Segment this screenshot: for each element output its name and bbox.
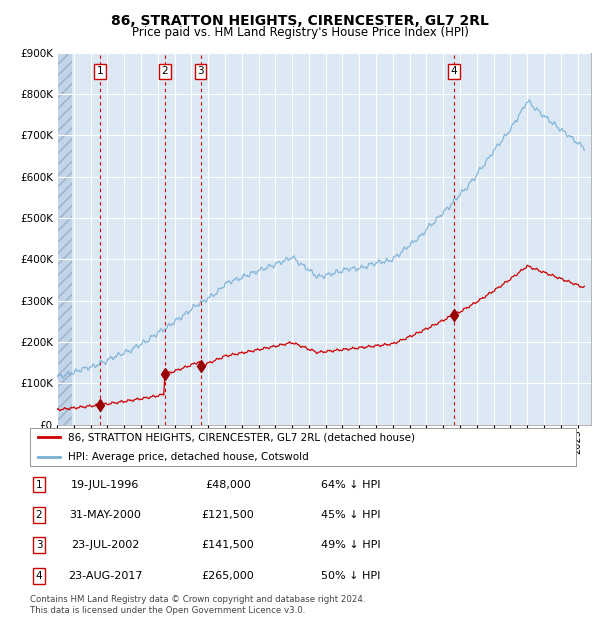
Text: £48,000: £48,000: [205, 479, 251, 490]
Text: 49% ↓ HPI: 49% ↓ HPI: [321, 540, 381, 551]
Text: 23-JUL-2002: 23-JUL-2002: [71, 540, 139, 551]
Text: 3: 3: [197, 66, 204, 76]
Text: £141,500: £141,500: [202, 540, 254, 551]
Text: 1: 1: [35, 479, 43, 490]
Text: £121,500: £121,500: [202, 510, 254, 520]
Text: 4: 4: [35, 570, 43, 581]
Text: 3: 3: [35, 540, 43, 551]
Text: 64% ↓ HPI: 64% ↓ HPI: [321, 479, 381, 490]
Bar: [57, 53, 73, 425]
Text: Contains HM Land Registry data © Crown copyright and database right 2024.
This d: Contains HM Land Registry data © Crown c…: [30, 595, 365, 615]
Text: 86, STRATTON HEIGHTS, CIRENCESTER, GL7 2RL (detached house): 86, STRATTON HEIGHTS, CIRENCESTER, GL7 2…: [68, 432, 415, 443]
Text: 86, STRATTON HEIGHTS, CIRENCESTER, GL7 2RL: 86, STRATTON HEIGHTS, CIRENCESTER, GL7 2…: [111, 14, 489, 28]
Text: 2: 2: [161, 66, 168, 76]
Text: 23-AUG-2017: 23-AUG-2017: [68, 570, 142, 581]
Text: HPI: Average price, detached house, Cotswold: HPI: Average price, detached house, Cots…: [68, 451, 309, 462]
Text: 2: 2: [35, 510, 43, 520]
Text: 31-MAY-2000: 31-MAY-2000: [69, 510, 141, 520]
Text: 45% ↓ HPI: 45% ↓ HPI: [321, 510, 381, 520]
Text: £265,000: £265,000: [202, 570, 254, 581]
Text: 19-JUL-1996: 19-JUL-1996: [71, 479, 139, 490]
Text: 4: 4: [451, 66, 457, 76]
Text: Price paid vs. HM Land Registry's House Price Index (HPI): Price paid vs. HM Land Registry's House …: [131, 26, 469, 39]
Text: 1: 1: [97, 66, 103, 76]
Text: 50% ↓ HPI: 50% ↓ HPI: [322, 570, 380, 581]
